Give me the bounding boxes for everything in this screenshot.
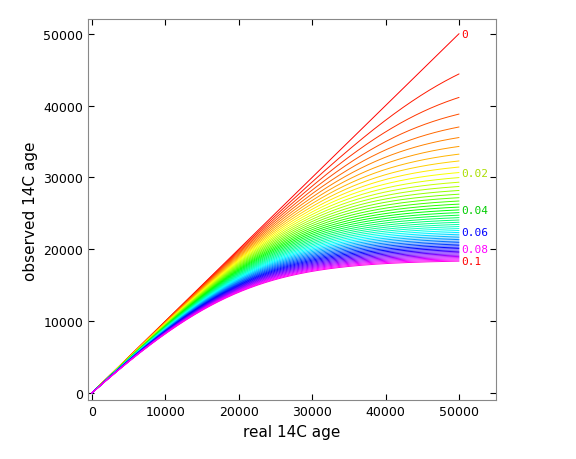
Text: 0.04: 0.04 — [461, 206, 488, 215]
Text: 0.1: 0.1 — [461, 257, 482, 267]
Text: 0: 0 — [461, 30, 468, 39]
Text: 0.08: 0.08 — [461, 244, 488, 254]
Y-axis label: observed 14C age: observed 14C age — [22, 141, 37, 280]
Text: 0.02: 0.02 — [461, 168, 488, 178]
X-axis label: real 14C age: real 14C age — [243, 424, 340, 439]
Text: 0.06: 0.06 — [461, 228, 488, 238]
